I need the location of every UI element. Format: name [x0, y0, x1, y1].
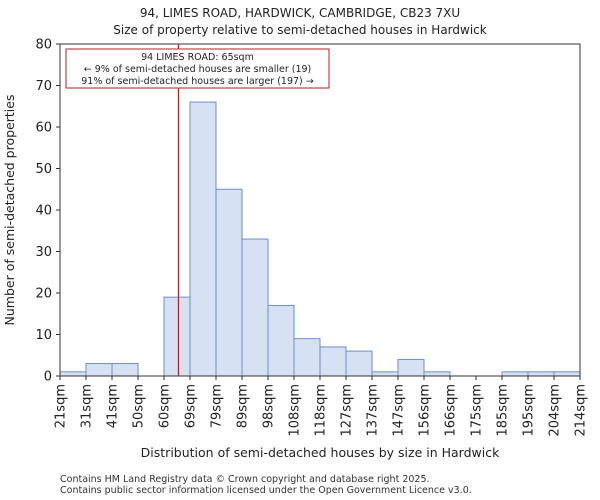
annotation-line: 94 LIMES ROAD: 65sqm	[141, 52, 254, 63]
x-tick-label: 195sqm	[522, 384, 537, 437]
x-tick-label: 31sqm	[80, 384, 95, 428]
x-axis-label: Distribution of semi-detached houses by …	[141, 445, 500, 460]
x-tick-label: 137sqm	[366, 384, 381, 437]
x-tick-label: 175sqm	[470, 384, 485, 437]
histogram-bar	[59, 371, 87, 377]
histogram-bar	[501, 371, 529, 377]
x-tick-label: 118sqm	[314, 384, 329, 437]
x-tick-label: 156sqm	[418, 384, 433, 437]
x-tick-label: 60sqm	[158, 384, 173, 428]
histogram-bar	[371, 371, 399, 377]
x-tick-label: 98sqm	[262, 384, 277, 428]
chart-title: 94, LIMES ROAD, HARDWICK, CAMBRIDGE, CB2…	[139, 6, 461, 20]
annotation-line: ← 9% of semi-detached houses are smaller…	[84, 64, 312, 75]
y-tick-label: 60	[35, 121, 52, 136]
histogram-bar	[293, 338, 321, 377]
histogram-bar	[553, 371, 581, 377]
histogram-bar	[527, 371, 555, 377]
x-tick-label: 108sqm	[288, 384, 303, 437]
histogram-bar	[163, 296, 191, 377]
y-tick-label: 0	[44, 370, 52, 385]
histogram-bar	[345, 350, 373, 377]
histogram-bar	[189, 101, 217, 377]
y-axis-label: Number of semi-detached properties	[2, 95, 17, 326]
plot-frame	[59, 43, 581, 377]
x-tick-label: 69sqm	[184, 384, 199, 428]
x-tick-label: 204sqm	[548, 384, 563, 437]
chart-subtitle: Size of property relative to semi-detach…	[113, 23, 487, 37]
x-tick-label: 147sqm	[392, 384, 407, 437]
annotation-box	[65, 48, 330, 89]
y-tick-label: 70	[35, 79, 52, 94]
y-tick-label: 20	[35, 287, 52, 302]
x-tick-label: 214sqm	[574, 384, 589, 437]
annotation-line: 91% of semi-detached houses are larger (…	[81, 76, 314, 87]
histogram-bar	[267, 304, 295, 377]
histogram-bar	[85, 363, 113, 377]
y-tick-label: 50	[35, 162, 52, 177]
x-tick-label: 166sqm	[444, 384, 459, 437]
histogram-bar	[215, 188, 243, 377]
x-tick-label: 50sqm	[132, 384, 147, 428]
y-tick-label: 30	[35, 245, 52, 260]
histogram-bar	[319, 346, 347, 377]
histogram-bar	[241, 238, 269, 377]
histogram-bar	[397, 358, 425, 377]
x-tick-label: 185sqm	[496, 384, 511, 437]
x-tick-label: 21sqm	[54, 384, 69, 428]
y-tick-label: 10	[35, 328, 52, 343]
footer-line-1: Contains HM Land Registry data © Crown c…	[60, 474, 430, 485]
x-tick-label: 127sqm	[340, 384, 355, 437]
footer-line-2: Contains public sector information licen…	[60, 485, 472, 496]
y-tick-label: 80	[35, 38, 52, 53]
x-tick-label: 79sqm	[210, 384, 225, 428]
x-tick-label: 89sqm	[236, 384, 251, 428]
histogram-bar	[111, 363, 139, 377]
histogram-bar	[423, 371, 451, 377]
y-tick-label: 40	[35, 204, 52, 219]
x-tick-label: 41sqm	[106, 384, 121, 428]
